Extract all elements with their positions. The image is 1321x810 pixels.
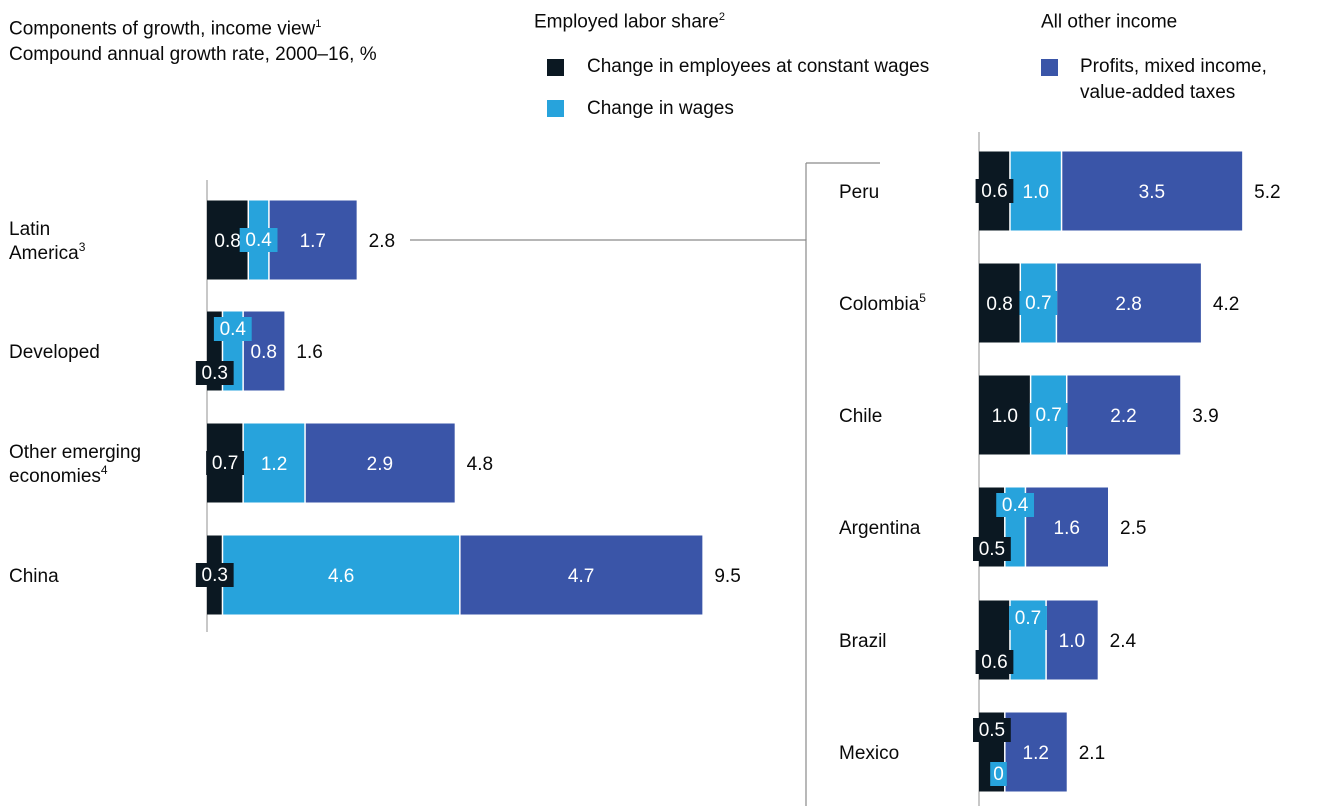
- legend-swatch-employees: [547, 59, 564, 76]
- data-label-box-developed-wages: [213, 317, 252, 341]
- data-label-china-employees: 0.3: [202, 565, 228, 586]
- data-label-box-mexico-wages: [990, 762, 1007, 786]
- data-label-mexico-employees: 0.5: [979, 720, 1005, 741]
- total-label-peru: 5.2: [1254, 182, 1280, 203]
- data-label-developed-wages: 0.4: [220, 319, 247, 340]
- total-label-china: 9.5: [714, 566, 740, 587]
- data-label-box-colombia-wages: [1019, 291, 1058, 315]
- data-label-box-argentina-employees: [973, 537, 1011, 561]
- bar-segment-mexico-other: [1004, 712, 1067, 792]
- category-label-chile: Chile: [839, 406, 882, 427]
- data-label-latin-america-other: 1.7: [300, 231, 326, 252]
- bar-segment-china-other: [459, 535, 703, 615]
- total-label-colombia: 4.2: [1213, 294, 1239, 315]
- category-label-colombia: Colombia5: [839, 291, 926, 315]
- data-label-other-emerging-economies-wages: 1.2: [261, 454, 287, 475]
- data-label-box-brazil-employees: [975, 650, 1014, 674]
- data-label-other-emerging-economies-employees: 0.7: [212, 453, 238, 474]
- data-label-latin-america-wages: 0.4: [245, 230, 272, 251]
- data-label-box-chile-wages: [1029, 403, 1068, 427]
- data-label-box-brazil-wages: [1009, 606, 1047, 630]
- data-label-box-argentina-wages: [996, 493, 1035, 517]
- data-label-box-latin-america-wages: [239, 228, 278, 252]
- data-label-developed-other: 0.8: [251, 342, 277, 363]
- data-label-other-emerging-economies-other: 2.9: [367, 454, 393, 475]
- category-label-china: China: [9, 566, 59, 587]
- bar-segment-chile-other: [1066, 375, 1181, 455]
- data-label-chile-other: 2.2: [1110, 406, 1136, 427]
- data-label-colombia-employees: 0.8: [986, 294, 1012, 315]
- total-label-latin-america: 2.8: [369, 231, 395, 252]
- bar-segment-colombia-employees: [979, 263, 1021, 343]
- category-label-developed: Developed: [9, 342, 100, 363]
- data-label-china-other: 4.7: [568, 566, 594, 587]
- bar-segment-peru-other: [1061, 151, 1243, 231]
- total-label-chile: 3.9: [1192, 406, 1218, 427]
- total-label-developed: 1.6: [296, 342, 322, 363]
- data-label-argentina-employees: 0.5: [979, 539, 1005, 560]
- data-label-box-other-emerging-economies-employees: [206, 451, 244, 475]
- legend-swatch-wages: [547, 100, 564, 117]
- category-label-argentina: Argentina: [839, 518, 921, 539]
- data-label-box-mexico-employees: [973, 718, 1011, 742]
- data-label-chile-wages: 0.7: [1035, 405, 1061, 426]
- legend-group-employed-labor-share: Employed labor share2: [534, 11, 725, 33]
- data-label-brazil-other: 1.0: [1059, 631, 1085, 652]
- bar-segment-other-emerging-economies-wages: [243, 423, 306, 503]
- bar-segment-peru-wages: [1009, 151, 1062, 231]
- total-label-argentina: 2.5: [1120, 518, 1146, 539]
- category-label-peru: Peru: [839, 182, 879, 203]
- total-label-brazil: 2.4: [1110, 631, 1137, 652]
- bar-segment-brazil-other: [1046, 600, 1098, 680]
- category-label-other-emerging-economies: Other emerging economies4: [9, 442, 141, 487]
- legend-label-wages: Change in wages: [587, 98, 734, 119]
- connector-line: [410, 239, 807, 806]
- legend-swatch-other-income: [1041, 59, 1058, 76]
- bar-segment-latin-america-other: [268, 200, 357, 280]
- data-label-peru-other: 3.5: [1139, 182, 1165, 203]
- chart-header: Components of growth, income view1 Compo…: [9, 11, 377, 68]
- bar-segment-chile-employees: [979, 375, 1031, 455]
- legend-label-other-income: Profits, mixed income, value-added taxes: [1080, 56, 1267, 103]
- data-label-latin-america-employees: 0.8: [214, 231, 240, 252]
- data-label-brazil-employees: 0.6: [981, 652, 1007, 673]
- total-label-mexico: 2.1: [1079, 743, 1105, 764]
- data-label-box-peru-employees: [975, 179, 1014, 203]
- bar-segment-colombia-other: [1056, 263, 1201, 343]
- category-label-mexico: Mexico: [839, 743, 899, 764]
- data-label-chile-employees: 1.0: [992, 406, 1018, 427]
- category-label-brazil: Brazil: [839, 631, 887, 652]
- data-label-china-wages: 4.6: [328, 566, 354, 587]
- data-label-peru-employees: 0.6: [981, 181, 1007, 202]
- data-label-developed-employees: 0.3: [202, 363, 228, 384]
- bar-segment-argentina-other: [1025, 487, 1108, 567]
- data-label-mexico-other: 1.2: [1023, 743, 1049, 764]
- data-label-colombia-other: 2.8: [1115, 294, 1141, 315]
- data-label-mexico-wages: 0: [993, 764, 1004, 785]
- data-label-colombia-wages: 0.7: [1025, 293, 1051, 314]
- chart-title: Components of growth, income view1: [9, 18, 322, 40]
- data-label-box-developed-employees: [195, 361, 234, 385]
- category-label-latin-america: Latin America3: [9, 219, 86, 264]
- data-label-peru-wages: 1.0: [1023, 182, 1049, 203]
- bar-segment-china-wages: [222, 535, 460, 615]
- data-label-argentina-wages: 0.4: [1002, 495, 1029, 516]
- data-label-box-china-employees: [195, 563, 234, 587]
- chart-subtitle: Compound annual growth rate, 2000–16, %: [9, 44, 377, 66]
- data-label-argentina-other: 1.6: [1054, 518, 1080, 539]
- bar-segment-other-emerging-economies-other: [305, 423, 455, 503]
- legend-label-employees: Change in employees at constant wages: [587, 56, 930, 77]
- data-label-brazil-wages: 0.7: [1015, 608, 1041, 629]
- total-label-other-emerging-economies: 4.8: [467, 454, 493, 475]
- legend-group-all-other-income: All other income: [1041, 11, 1178, 33]
